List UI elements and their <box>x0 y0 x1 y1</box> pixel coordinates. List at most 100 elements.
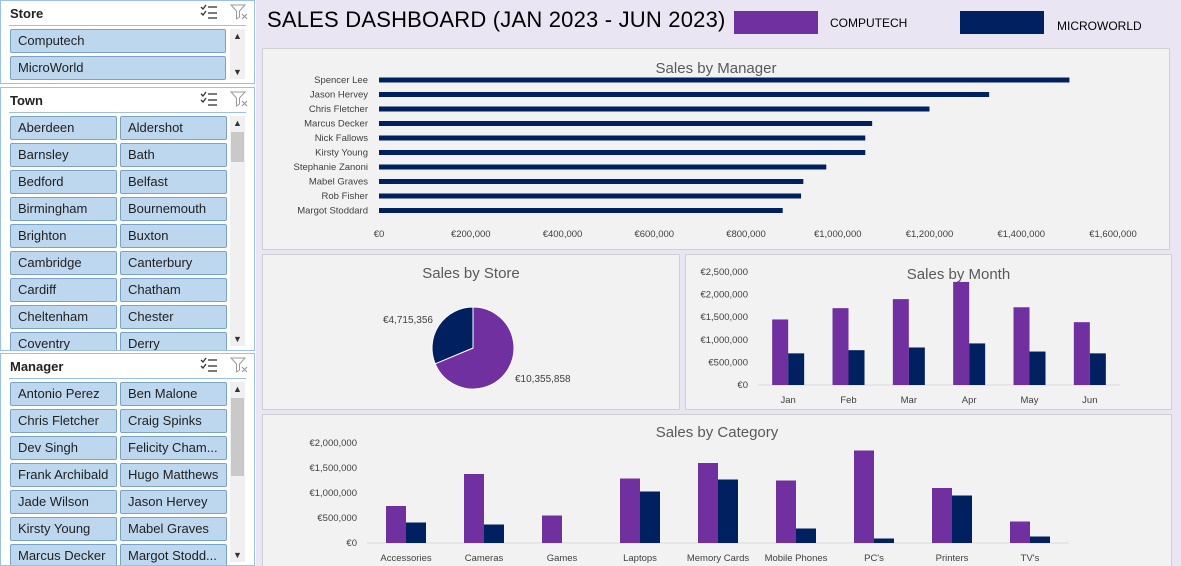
slicer-item[interactable]: Derry <box>120 332 227 350</box>
scroll-down-icon[interactable]: ▼ <box>233 550 242 560</box>
slicer-separator <box>9 378 246 379</box>
clear-filter-icon[interactable] <box>230 357 248 373</box>
scroll-up-icon[interactable]: ▲ <box>233 31 242 41</box>
slicer-item[interactable]: Bedford <box>10 170 117 194</box>
slicer-item[interactable]: Brighton <box>10 224 117 248</box>
slicer-item[interactable]: Felicity Cham... <box>120 436 227 460</box>
slicer-item[interactable]: Jason Hervey <box>120 490 227 514</box>
category-label: Accessories <box>380 553 431 564</box>
slicer-item[interactable]: Cardiff <box>10 278 117 302</box>
multi-select-icon[interactable] <box>200 91 218 107</box>
slicer-item[interactable]: Canterbury <box>120 251 227 275</box>
bar <box>908 347 925 385</box>
slicer-item[interactable]: Chris Fletcher <box>10 409 117 433</box>
slicer-item[interactable]: Kirsty Young <box>10 517 117 541</box>
scroll-thumb[interactable] <box>231 398 244 476</box>
chart-title: Sales by Month <box>906 266 1011 283</box>
clear-filter-icon[interactable] <box>230 91 248 107</box>
legend-label-microworld: MICROWORLD <box>1057 19 1142 33</box>
sales-by-manager-chart: Spencer Lee Jason Hervey Chris Fletcher Mar… <box>294 75 1137 240</box>
y-tick-label: €1,000,000 <box>309 488 357 499</box>
slicer-item[interactable]: Margot Stodd... <box>120 544 227 565</box>
category-label: May <box>1021 395 1039 406</box>
slicer-item[interactable]: MicroWorld <box>10 56 226 80</box>
bar <box>698 463 718 543</box>
town-scrollbar[interactable]: ▲ ▼ <box>230 116 245 346</box>
bar <box>379 106 930 112</box>
bar <box>379 77 1070 83</box>
slicer-item[interactable]: Dev Singh <box>10 436 117 460</box>
slicer-item[interactable]: Marcus Decker <box>10 544 117 565</box>
slicer-item[interactable]: Cambridge <box>10 251 117 275</box>
legend-swatch-computech <box>734 11 818 34</box>
slicer-item[interactable]: Hugo Matthews <box>120 463 227 487</box>
category-label: Rob Fisher <box>322 191 368 202</box>
sales-by-category-chart: €0 €500,000 €1,000,000 €1,500,000 €2,000,000… <box>309 438 1069 564</box>
slicer-item[interactable]: Mabel Graves <box>120 517 227 541</box>
slicer-item[interactable]: Belfast <box>120 170 227 194</box>
multi-select-icon[interactable] <box>200 4 218 20</box>
scroll-down-icon[interactable]: ▼ <box>233 67 242 77</box>
category-label: Mar <box>901 395 917 406</box>
slicer-item[interactable]: Chester <box>120 305 227 329</box>
slicer-item[interactable]: Ben Malone <box>120 382 227 406</box>
bar <box>718 479 738 543</box>
slicer-item[interactable]: Jade Wilson <box>10 490 117 514</box>
multi-select-icon[interactable] <box>200 357 218 373</box>
scroll-up-icon[interactable]: ▲ <box>233 118 242 128</box>
category-label: Jason Hervey <box>310 90 368 101</box>
town-slicer-title: Town <box>10 92 43 108</box>
scroll-up-icon[interactable]: ▲ <box>233 384 242 394</box>
slicer-item[interactable]: Barnsley <box>10 143 117 167</box>
slicer-item[interactable]: Birmingham <box>10 197 117 221</box>
slicer-item[interactable]: Frank Archibald <box>10 463 117 487</box>
x-tick-label: €1,600,000 <box>1089 229 1137 240</box>
bar <box>1089 353 1106 385</box>
sales-by-category-panel[interactable]: Sales by Category €0 €500,000 €1,000,000 €1… <box>262 414 1172 566</box>
x-tick-label: €200,000 <box>451 229 491 240</box>
clear-filter-icon[interactable] <box>230 4 248 20</box>
bar <box>379 179 804 184</box>
sales-by-month-chart: €0 €500,000 €1,000,000 €1,500,000 €2,000,000… <box>700 267 1120 406</box>
sales-by-store-panel[interactable]: Sales by Store €10,355,858 €4,715,356 <box>262 254 680 410</box>
scroll-down-icon[interactable]: ▼ <box>233 334 242 344</box>
manager-scrollbar[interactable]: ▲ ▼ <box>230 382 245 562</box>
bar <box>848 350 865 385</box>
bar <box>874 538 894 543</box>
category-label: Memory Cards <box>687 553 750 564</box>
category-label: Nick Fallows <box>315 133 369 144</box>
bar <box>788 353 805 385</box>
dashboard-area: SALES DASHBOARD (JAN 2023 - JUN 2023) CO… <box>256 0 1181 566</box>
bar <box>1010 521 1030 543</box>
slicer-item[interactable]: Antonio Perez <box>10 382 117 406</box>
store-scrollbar[interactable]: ▲ ▼ <box>230 29 245 79</box>
slicer-separator <box>9 25 246 26</box>
category-label: Printers <box>936 553 969 564</box>
y-tick-label: €1,500,000 <box>309 463 357 474</box>
slicer-item[interactable]: Cheltenham <box>10 305 117 329</box>
scroll-thumb[interactable] <box>231 132 244 162</box>
slicer-item[interactable]: Bath <box>120 143 227 167</box>
bar <box>892 299 909 385</box>
bar <box>379 193 802 199</box>
slicer-item[interactable]: Computech <box>10 29 226 53</box>
category-label: Jun <box>1082 395 1097 406</box>
manager-slicer-title: Manager <box>10 358 64 374</box>
slicer-item[interactable]: Chatham <box>120 278 227 302</box>
y-tick-label: €1,000,000 <box>700 335 748 346</box>
sales-by-manager-panel[interactable]: Sales by Manager Spencer Lee Jason Hervey… <box>262 48 1170 250</box>
slicer-item[interactable]: Coventry <box>10 332 117 350</box>
chart-title: Sales by Category <box>655 424 779 441</box>
y-tick-label: €0 <box>346 538 357 549</box>
slicer-item[interactable]: Buxton <box>120 224 227 248</box>
x-tick-label: €0 <box>374 229 385 240</box>
slicer-item[interactable]: Bournemouth <box>120 197 227 221</box>
y-tick-label: €2,000,000 <box>700 290 748 301</box>
pie-slice <box>434 306 515 390</box>
bar <box>379 164 827 170</box>
slicer-item[interactable]: Craig Spinks <box>120 409 227 433</box>
slicer-item[interactable]: Aberdeen <box>10 116 117 140</box>
bar <box>854 450 874 543</box>
slicer-item[interactable]: Aldershot <box>120 116 227 140</box>
sales-by-month-panel[interactable]: Sales by Month €0 €500,000 €1,000,000 €1,50… <box>685 254 1172 410</box>
